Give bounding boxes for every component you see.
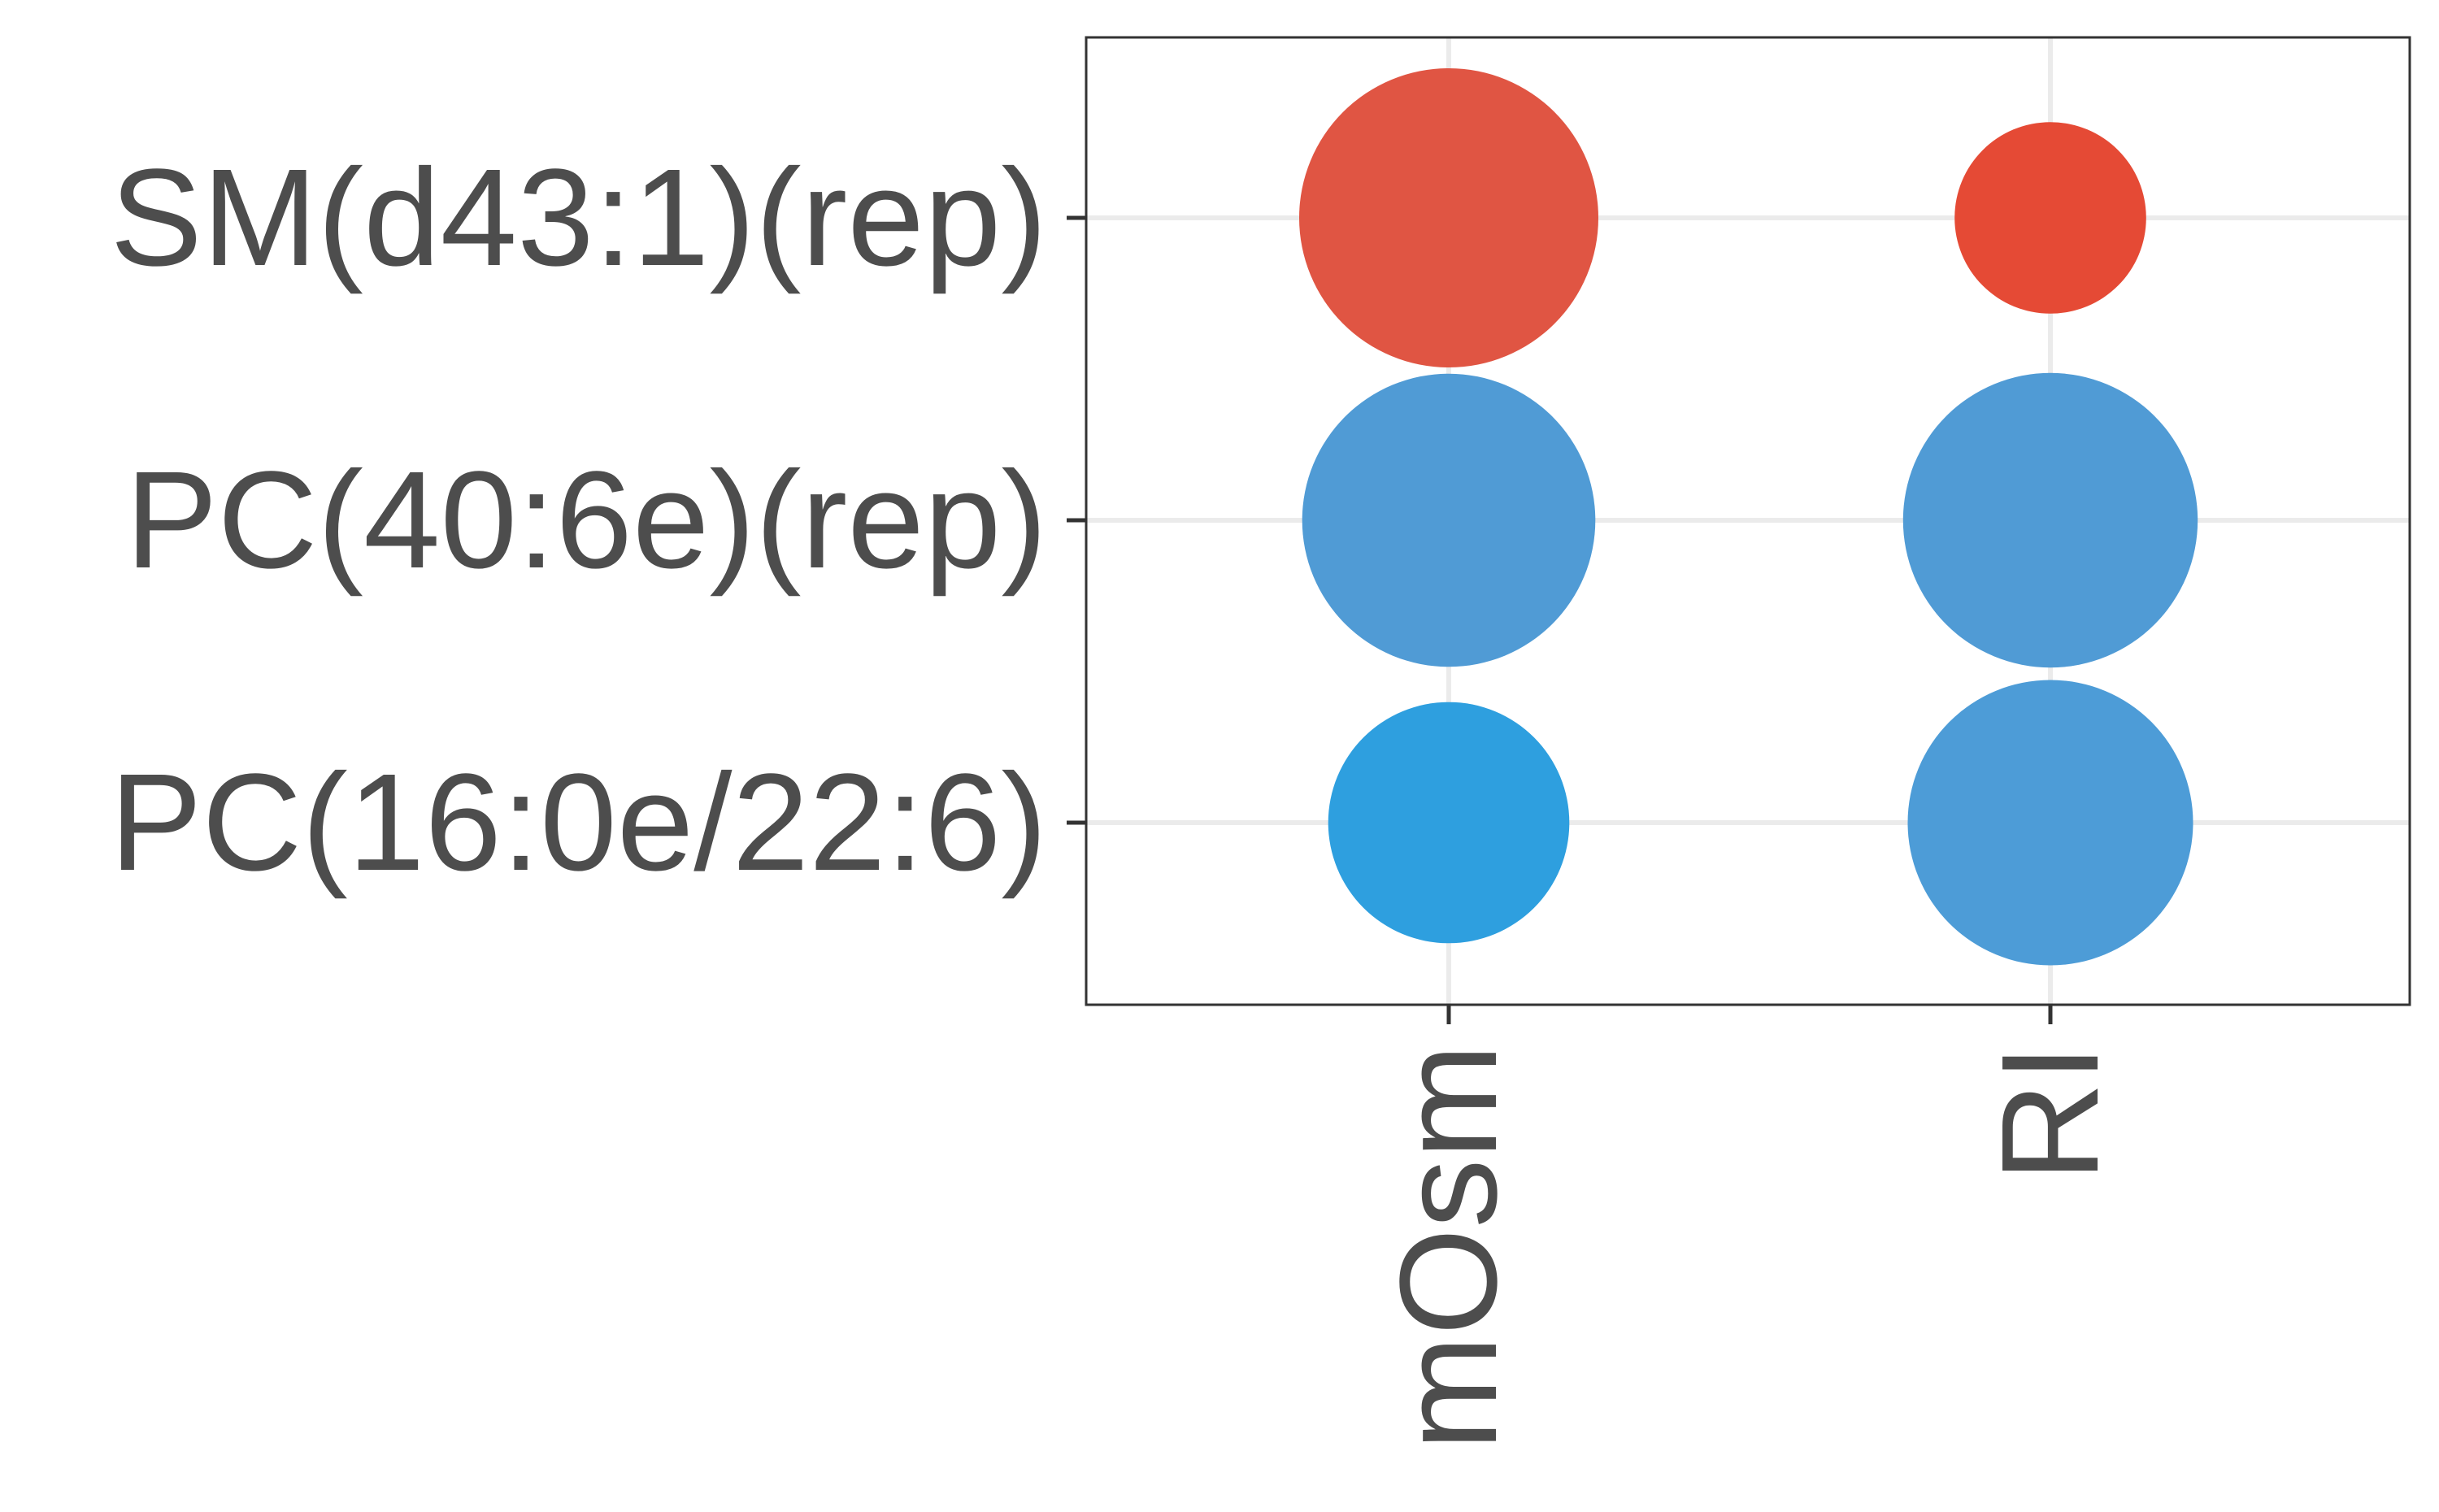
grid-lines — [1086, 37, 2410, 1005]
x-tick-label: RI — [1973, 1044, 2128, 1182]
data-point — [1954, 122, 2146, 314]
data-point — [1302, 373, 1596, 667]
data-point — [1299, 68, 1598, 367]
x-axis-tick-labels: mOsm RI — [1372, 1044, 2128, 1450]
data-point — [1907, 680, 2193, 966]
data-point — [1328, 702, 1570, 944]
y-axis-tick-labels: SM(d43:1)(rep) PC(40:6e)(rep) PC(16:0e/22:… — [110, 141, 1047, 900]
y-tick-label: SM(d43:1)(rep) — [110, 141, 1047, 295]
data-points — [1299, 68, 2198, 966]
y-tick-label: PC(40:6e)(rep) — [125, 443, 1047, 597]
axis-ticks — [1067, 215, 2053, 1024]
y-tick-label: PC(16:0e/22:6) — [110, 745, 1047, 900]
x-tick-label: mOsm — [1372, 1044, 1526, 1450]
data-point — [1902, 372, 2198, 668]
